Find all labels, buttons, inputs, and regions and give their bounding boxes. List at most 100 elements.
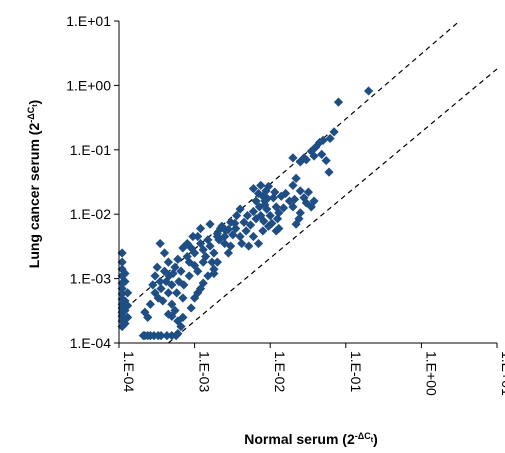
data-point — [205, 219, 215, 229]
data-point — [363, 86, 374, 96]
data-point — [288, 153, 298, 163]
data-point — [303, 187, 313, 197]
data-point — [256, 180, 266, 191]
data-point — [263, 221, 274, 231]
data-point — [295, 186, 305, 196]
data-point — [167, 311, 177, 321]
data-point — [193, 288, 203, 298]
y-tick-label: 1.E-02 — [70, 206, 111, 222]
data-point — [254, 202, 265, 212]
data-point — [223, 224, 234, 235]
data-point — [152, 262, 162, 272]
data-point — [242, 211, 253, 221]
x-tick-label: 1.E-04 — [121, 351, 137, 392]
data-point — [117, 271, 127, 281]
y-tick-label: 1.E+01 — [66, 13, 111, 29]
data-point — [311, 142, 321, 152]
data-point — [156, 283, 166, 294]
y-tick-label: 1.E-04 — [70, 335, 111, 351]
data-point — [117, 316, 127, 326]
data-point — [172, 288, 182, 298]
data-point — [178, 293, 188, 303]
data-point — [267, 218, 277, 228]
data-point — [158, 296, 168, 306]
x-axis-title: Normal serum (2-ΔCt) — [244, 431, 377, 447]
x-tick-label: 1.E-03 — [197, 351, 213, 392]
data-point — [251, 214, 261, 224]
data-point — [163, 309, 173, 319]
data-point — [173, 316, 183, 326]
data-point — [270, 187, 280, 197]
data-point — [301, 198, 311, 208]
data-point — [123, 312, 133, 322]
data-point — [278, 203, 289, 213]
data-point — [167, 280, 177, 290]
data-point — [212, 257, 222, 267]
data-point — [253, 238, 264, 249]
data-point — [117, 248, 127, 258]
data-point — [239, 217, 249, 227]
data-point — [120, 319, 130, 329]
data-point — [209, 248, 219, 258]
data-point — [248, 206, 259, 217]
data-point — [167, 299, 177, 309]
data-point — [263, 181, 274, 192]
axes: 1.E-04 1.E-03 1.E-02 1.E-01 1.E+00 1.E+01 1.E-… — [66, 13, 505, 396]
data-point — [288, 180, 298, 191]
data-point — [289, 194, 300, 204]
data-point — [123, 301, 133, 311]
data-point — [173, 328, 183, 339]
data-point — [140, 307, 150, 317]
y-tick-label: 1.E-03 — [70, 271, 111, 287]
x-tick-label: 1.E+01 — [499, 351, 505, 396]
data-point — [190, 293, 200, 303]
data-point — [203, 271, 213, 281]
data-point — [182, 251, 192, 262]
data-point — [241, 226, 251, 236]
data-point — [150, 271, 160, 281]
data-point — [248, 231, 259, 242]
data-point — [251, 196, 261, 206]
data-point — [223, 248, 234, 258]
data-point — [321, 155, 331, 166]
data-point — [179, 280, 189, 290]
data-point — [117, 283, 127, 294]
data-point — [145, 299, 155, 309]
data-point — [162, 331, 172, 341]
x-axis-title-superscript: -ΔC — [355, 431, 371, 441]
data-point — [262, 193, 273, 204]
data-point — [120, 305, 130, 316]
data-point — [309, 196, 319, 206]
data-point — [186, 303, 196, 313]
x-tick-label: 1.E-02 — [272, 351, 288, 392]
data-point — [230, 218, 240, 228]
data-point — [317, 149, 327, 159]
data-point — [295, 208, 305, 218]
data-point — [163, 257, 173, 267]
data-point — [117, 321, 127, 332]
data-point — [265, 211, 275, 221]
data-point — [184, 271, 194, 281]
y-axis-title-superscript: -ΔC — [26, 106, 36, 122]
data-points — [117, 86, 374, 341]
data-point — [163, 288, 173, 298]
data-point — [220, 231, 230, 242]
data-point — [205, 241, 215, 251]
data-point — [117, 299, 127, 309]
data-point — [232, 211, 242, 221]
reference-line — [167, 68, 498, 344]
data-point — [333, 97, 344, 107]
data-point — [143, 312, 153, 322]
data-point — [176, 321, 186, 332]
data-point — [117, 264, 127, 274]
data-point — [170, 262, 180, 272]
data-point — [176, 266, 186, 276]
data-point — [245, 220, 256, 230]
data-point — [325, 133, 335, 144]
data-point — [150, 288, 160, 298]
data-point — [156, 331, 166, 341]
y-axis-title: Lung cancer serum (2-ΔCt) — [26, 100, 42, 268]
data-point — [309, 151, 319, 161]
data-point — [235, 204, 245, 214]
